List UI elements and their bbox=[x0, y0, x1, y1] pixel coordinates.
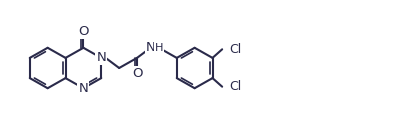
Text: N: N bbox=[79, 82, 88, 95]
Text: O: O bbox=[132, 67, 142, 80]
Text: H: H bbox=[154, 43, 163, 53]
Text: Cl: Cl bbox=[229, 80, 241, 93]
Text: N: N bbox=[146, 41, 156, 54]
Text: Cl: Cl bbox=[229, 43, 241, 56]
Text: N: N bbox=[96, 51, 106, 64]
Text: O: O bbox=[78, 25, 89, 38]
